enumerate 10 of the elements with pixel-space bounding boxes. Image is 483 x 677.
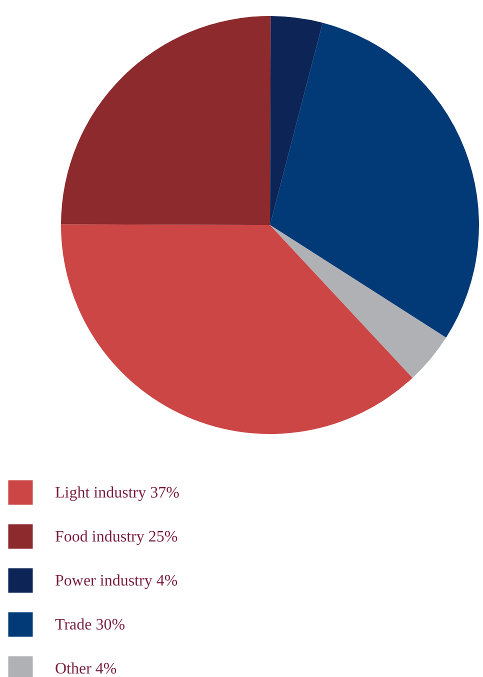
pie-slice — [270, 22, 479, 338]
pie-slice — [61, 224, 413, 434]
legend-label: Other 4% — [55, 660, 117, 677]
legend-label: Power industry 4% — [55, 572, 178, 590]
legend-label: Trade 30% — [55, 616, 126, 634]
pie-slice — [61, 16, 271, 225]
pie-slice — [270, 225, 446, 378]
pie-slice — [270, 16, 323, 225]
legend-label: Food industry 25% — [55, 528, 178, 546]
legend-label: Light industry 37% — [55, 484, 180, 502]
